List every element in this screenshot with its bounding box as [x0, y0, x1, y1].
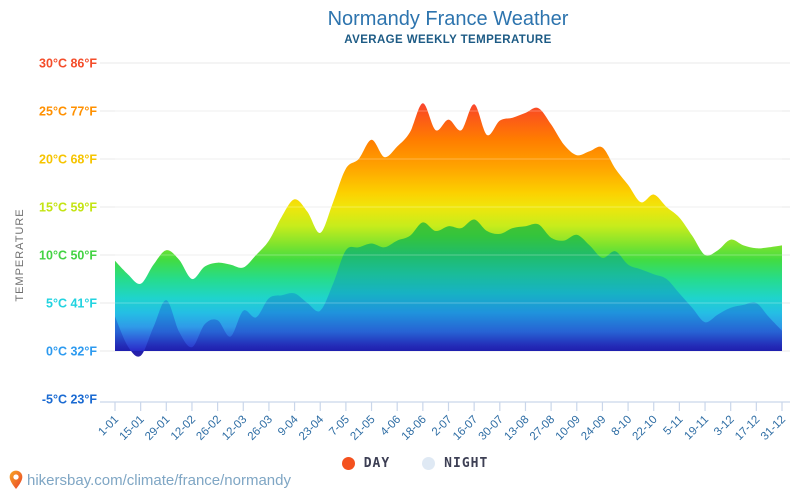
x-tick-label: 19-11 [682, 414, 711, 443]
legend-day-label: DAY [363, 456, 391, 471]
location-pin-icon [9, 470, 23, 489]
x-tick-label: 15-01 [118, 414, 147, 443]
page-title: Normandy France Weather [327, 8, 569, 30]
legend-night-label: NIGHT [444, 456, 489, 471]
y-tick-label: 20°C 68°F [39, 153, 97, 167]
x-tick-label: 18-06 [400, 414, 429, 443]
x-tick-label: 30-07 [477, 414, 506, 443]
x-tick-label: 13-08 [502, 414, 531, 443]
x-tick-label: 22-10 [631, 414, 660, 443]
x-tick-label: 26-03 [246, 414, 275, 443]
x-tick-label: 29-01 [143, 414, 172, 443]
y-tick-label: 0°C 32°F [46, 345, 97, 359]
night-temperature-area [115, 219, 782, 357]
x-tick-label: 26-02 [194, 414, 223, 443]
x-tick-label: 12-02 [169, 414, 198, 443]
chart-legend: DAY NIGHT [0, 456, 800, 471]
x-tick-label: 27-08 [528, 414, 557, 443]
x-tick-label: 21-05 [348, 414, 377, 443]
y-tick-label: 25°C 77°F [39, 105, 97, 119]
y-tick-label: 10°C 50°F [39, 249, 97, 263]
x-tick-label: 17-12 [733, 414, 762, 443]
legend-item-night[interactable]: NIGHT [422, 456, 488, 471]
x-tick-label: 12-03 [220, 414, 249, 443]
y-axis-title: TEMPERATURE [14, 208, 26, 302]
x-tick-label: 24-09 [579, 414, 608, 443]
x-tick-label: 16-07 [451, 414, 480, 443]
x-tick-label: 23-04 [297, 413, 327, 443]
chart-subtitle: AVERAGE WEEKLY TEMPERATURE [344, 34, 552, 46]
y-tick-label: 15°C 59°F [39, 201, 97, 215]
footer-url: hikersbay.com/climate/france/normandy [27, 471, 291, 489]
y-tick-label: 30°C 86°F [39, 57, 97, 71]
y-tick-label: -5°C 23°F [42, 393, 98, 407]
x-tick-label: 31-12 [759, 414, 788, 443]
x-tick-label: 10-09 [554, 414, 583, 443]
night-series-dot [422, 457, 436, 470]
day-series-dot [341, 457, 355, 470]
footer-link[interactable]: hikersbay.com/climate/france/normandy [8, 470, 291, 490]
y-tick-label: 5°C 41°F [46, 297, 97, 311]
legend-item-day[interactable]: DAY [341, 456, 391, 471]
